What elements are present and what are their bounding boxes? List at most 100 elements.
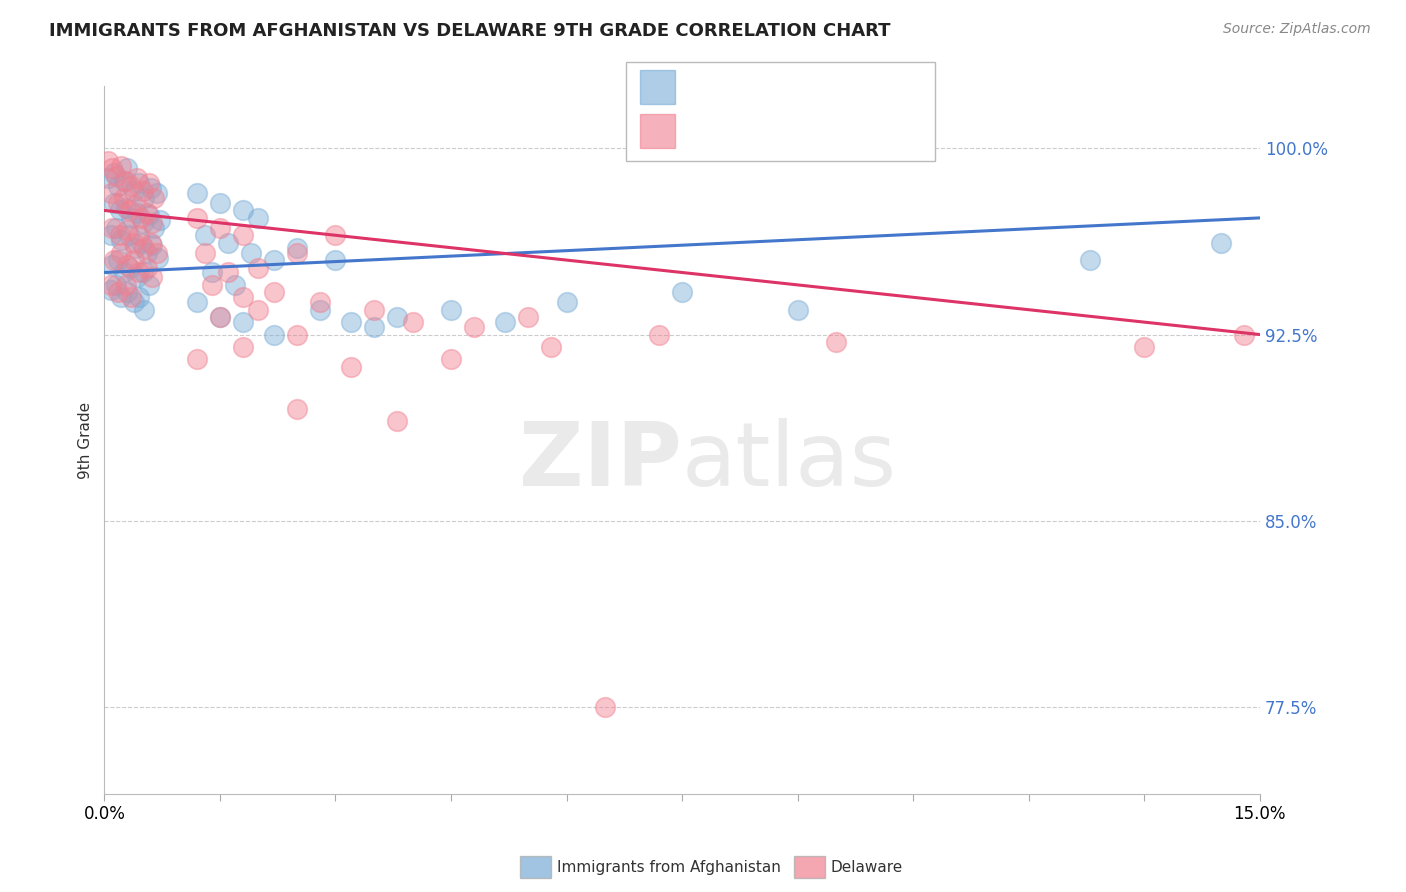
Point	[112, 174, 135, 188]
Point	[139, 181, 162, 195]
Point	[112, 191, 135, 205]
Point	[285, 402, 308, 417]
Point	[671, 285, 693, 300]
Point	[132, 216, 155, 230]
Point	[128, 176, 150, 190]
Point	[122, 253, 145, 268]
Point	[138, 208, 160, 222]
Point	[143, 191, 166, 205]
Point	[145, 245, 167, 260]
Point	[125, 171, 148, 186]
Point	[193, 228, 215, 243]
Point	[117, 285, 139, 300]
Point	[193, 245, 215, 260]
Text: Immigrants from Afghanistan: Immigrants from Afghanistan	[557, 860, 780, 874]
Point	[232, 228, 254, 243]
Point	[138, 277, 160, 292]
Point	[100, 283, 122, 297]
Point	[141, 216, 163, 230]
Point	[285, 327, 308, 342]
Text: R = -0.264   N = 67: R = -0.264 N = 67	[686, 122, 876, 140]
Point	[110, 233, 132, 247]
Point	[201, 277, 224, 292]
Point	[232, 203, 254, 218]
Point	[1133, 340, 1156, 354]
Point	[124, 241, 146, 255]
Point	[100, 228, 122, 243]
Point	[128, 265, 150, 279]
Point	[263, 285, 285, 300]
Point	[463, 320, 485, 334]
Point	[132, 184, 155, 198]
Point	[101, 258, 124, 272]
Point	[120, 290, 142, 304]
Point	[134, 191, 156, 205]
Point	[263, 327, 285, 342]
Point	[107, 196, 129, 211]
Point	[217, 265, 239, 279]
Point	[232, 315, 254, 329]
Point	[141, 238, 163, 252]
Point	[363, 302, 385, 317]
Point	[143, 220, 166, 235]
Point	[124, 198, 146, 212]
Point	[385, 414, 408, 428]
Point	[309, 302, 332, 317]
Point	[122, 184, 145, 198]
Point	[263, 253, 285, 268]
Point	[186, 211, 208, 225]
Point	[208, 310, 231, 325]
Point	[103, 166, 125, 180]
Point	[128, 228, 150, 243]
Point	[186, 186, 208, 200]
Point	[101, 161, 124, 176]
Point	[104, 220, 127, 235]
Point	[115, 201, 138, 215]
Point	[1080, 253, 1102, 268]
Point	[145, 186, 167, 200]
Point	[112, 265, 135, 279]
Point	[201, 265, 224, 279]
Point	[117, 258, 139, 272]
Point	[97, 153, 120, 168]
Point	[108, 228, 131, 243]
Point	[132, 265, 155, 279]
Point	[385, 310, 408, 325]
Point	[110, 245, 132, 260]
Point	[1211, 235, 1233, 250]
Point	[494, 315, 516, 329]
Point	[101, 220, 124, 235]
Point	[100, 277, 122, 292]
Point	[224, 277, 246, 292]
Point	[340, 315, 363, 329]
Point	[232, 340, 254, 354]
Point	[186, 295, 208, 310]
Text: atlas: atlas	[682, 417, 897, 505]
Point	[125, 206, 148, 220]
Point	[208, 310, 231, 325]
Point	[115, 174, 138, 188]
Point	[139, 235, 162, 250]
Point	[134, 241, 156, 255]
Text: IMMIGRANTS FROM AFGHANISTAN VS DELAWARE 9TH GRADE CORRELATION CHART: IMMIGRANTS FROM AFGHANISTAN VS DELAWARE …	[49, 22, 891, 40]
Point	[138, 176, 160, 190]
Point	[186, 352, 208, 367]
Point	[103, 253, 125, 268]
Point	[440, 352, 463, 367]
Point	[232, 290, 254, 304]
Point	[540, 340, 562, 354]
Point	[593, 699, 616, 714]
Point	[239, 245, 262, 260]
Point	[125, 270, 148, 285]
Point	[122, 295, 145, 310]
Point	[325, 228, 347, 243]
Point	[103, 196, 125, 211]
Point	[208, 220, 231, 235]
Point	[401, 315, 423, 329]
Point	[141, 270, 163, 285]
Point	[217, 235, 239, 250]
Point	[135, 245, 157, 260]
Point	[128, 290, 150, 304]
Point	[117, 161, 139, 176]
Point	[825, 334, 848, 349]
